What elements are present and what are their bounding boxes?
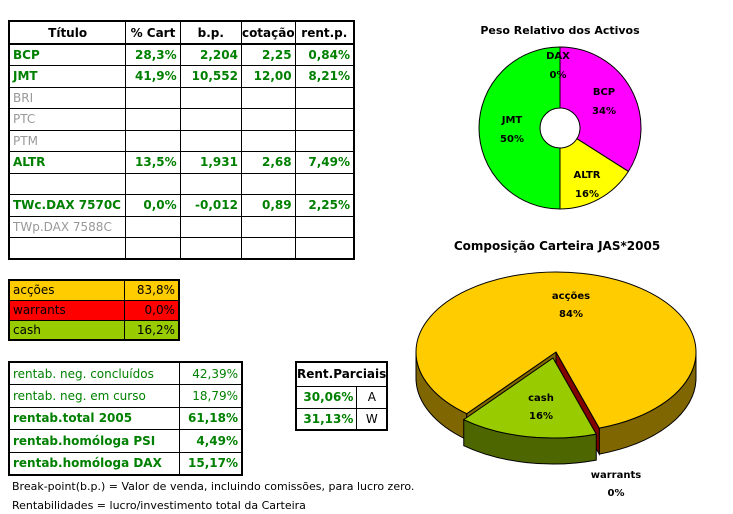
holding-bp[interactable] bbox=[179, 237, 242, 260]
holding-row: TWc.DAX 7570C 0,0% -0,012 0,89 2,25% bbox=[8, 194, 355, 217]
doughnut-value: 34% bbox=[592, 106, 616, 117]
returns-row: rentab. neg. em curso 18,79% bbox=[8, 384, 243, 408]
col-header-rent[interactable]: rent.p. bbox=[294, 20, 355, 45]
returns-row: rentab.homóloga PSI 4,49% bbox=[8, 429, 243, 453]
doughnut-label: JMT bbox=[501, 115, 523, 126]
holding-price[interactable]: 12,00 bbox=[240, 65, 296, 88]
returns-value[interactable]: 42,39% bbox=[179, 361, 243, 385]
holding-row: PTC bbox=[8, 108, 355, 131]
pie3d-label: cash bbox=[528, 393, 554, 404]
allocation-value[interactable]: 83,8% bbox=[123, 279, 180, 301]
returns-value[interactable]: 15,17% bbox=[179, 451, 243, 475]
holding-row: BRI bbox=[8, 86, 355, 109]
returns-table: rentab. neg. concluídos 42,39% rentab. neg… bbox=[8, 361, 243, 476]
returns-label[interactable]: rentab.homóloga PSI bbox=[8, 429, 181, 453]
holding-title[interactable]: JMT bbox=[8, 65, 127, 88]
returns-row: rentab. neg. concluídos 42,39% bbox=[8, 361, 243, 385]
pie3d-value: 0% bbox=[608, 488, 625, 499]
note-breakpoint: Break-point(b.p.) = Valor de venda, incl… bbox=[12, 480, 415, 493]
holding-bp[interactable]: 10,552 bbox=[179, 65, 242, 88]
holding-pct[interactable]: 41,9% bbox=[125, 65, 181, 88]
holding-pct[interactable] bbox=[125, 86, 181, 109]
allocation-label[interactable]: warrants bbox=[8, 299, 125, 321]
holding-rent[interactable] bbox=[294, 237, 355, 260]
pie3d-slice-cash[interactable] bbox=[462, 357, 598, 439]
pie3d-label: warrants bbox=[591, 470, 641, 481]
allocation-value[interactable]: 16,2% bbox=[123, 319, 180, 341]
col-header-title[interactable]: Título bbox=[8, 20, 127, 45]
holding-row bbox=[8, 237, 355, 260]
doughnut-value: 16% bbox=[575, 189, 599, 200]
holding-title[interactable]: BRI bbox=[8, 86, 127, 109]
holding-row: BCP 28,3% 2,204 2,25 0,84% bbox=[8, 43, 355, 66]
doughnut-label: BCP bbox=[593, 87, 615, 98]
allocation-value[interactable]: 0,0% bbox=[123, 299, 180, 321]
returns-row: rentab.homóloga DAX 15,17% bbox=[8, 451, 243, 475]
holding-title[interactable]: TWc.DAX 7570C bbox=[8, 194, 127, 217]
partial-tag[interactable]: A bbox=[356, 385, 388, 409]
allocation-row: warrants 0,0% bbox=[8, 299, 180, 321]
holding-row: TWp.DAX 7588C bbox=[8, 215, 355, 238]
pie3d-value: 84% bbox=[559, 309, 583, 320]
doughnut-slice-altr[interactable] bbox=[559, 138, 630, 210]
partial-returns-title: Rent.Parciais bbox=[295, 361, 388, 387]
col-header-bp[interactable]: b.p. bbox=[179, 20, 242, 45]
doughnut-title: Peso Relativo dos Activos bbox=[480, 24, 640, 37]
doughnut-label: DAX bbox=[546, 51, 570, 62]
pie3d-label: acções bbox=[552, 291, 590, 302]
allocation-row: cash 16,2% bbox=[8, 319, 180, 341]
partial-row: 31,13% W bbox=[295, 407, 388, 431]
pie3d-value: 16% bbox=[529, 411, 553, 422]
pie3d-chart[interactable]: acções 84% cash 16% warrants 0% bbox=[415, 271, 697, 499]
allocation-label[interactable]: cash bbox=[8, 319, 125, 341]
col-header-pct[interactable]: % Cart bbox=[125, 20, 181, 45]
returns-label[interactable]: rentab.homóloga DAX bbox=[8, 451, 181, 475]
holding-pct[interactable] bbox=[125, 237, 181, 260]
holding-bp[interactable]: 2,204 bbox=[179, 43, 242, 66]
holding-pct[interactable]: 28,3% bbox=[125, 43, 181, 66]
partial-returns-table: Rent.Parciais 30,06% A 31,13% W bbox=[295, 361, 389, 431]
holding-title[interactable]: BCP bbox=[8, 43, 127, 66]
doughnut-chart[interactable]: BCP 34% ALTR 16% JMT 50% DAX 0% bbox=[478, 46, 642, 210]
doughnut-slice-jmt[interactable] bbox=[478, 46, 561, 210]
holdings-table: Título % Cart b.p. cotação rent.p. BCP 28… bbox=[8, 20, 355, 260]
holding-row: JMT 41,9% 10,552 12,00 8,21% bbox=[8, 65, 355, 88]
note-returns: Rentabilidades = lucro/investimento tota… bbox=[12, 499, 306, 512]
pie3d-title: Composição Carteira JAS*2005 bbox=[454, 239, 660, 253]
holding-rent[interactable] bbox=[294, 86, 355, 109]
doughnut-value: 50% bbox=[500, 134, 524, 145]
holding-bp[interactable] bbox=[179, 86, 242, 109]
holding-rent[interactable]: 0,84% bbox=[294, 43, 355, 66]
allocation-label[interactable]: acções bbox=[8, 279, 125, 301]
col-header-price[interactable]: cotação bbox=[240, 20, 296, 45]
holding-price[interactable]: 0,89 bbox=[240, 194, 296, 217]
allocation-table: acções 83,8% warrants 0,0% cash 16,2% bbox=[8, 279, 180, 341]
doughnut-label: ALTR bbox=[574, 170, 601, 181]
holding-bp[interactable]: -0,012 bbox=[179, 194, 242, 217]
partial-value[interactable]: 31,13% bbox=[295, 407, 358, 431]
doughnut-value: 0% bbox=[550, 70, 567, 81]
header-row: Título % Cart b.p. cotação rent.p. bbox=[8, 20, 355, 45]
pie3d-slice-accoes[interactable] bbox=[415, 271, 697, 429]
partial-tag[interactable]: W bbox=[356, 407, 388, 431]
allocation-row: acções 83,8% bbox=[8, 279, 180, 301]
holding-rent[interactable]: 8,21% bbox=[294, 65, 355, 88]
holding-price[interactable]: 2,25 bbox=[240, 43, 296, 66]
returns-label[interactable]: rentab. neg. concluídos bbox=[8, 361, 181, 385]
